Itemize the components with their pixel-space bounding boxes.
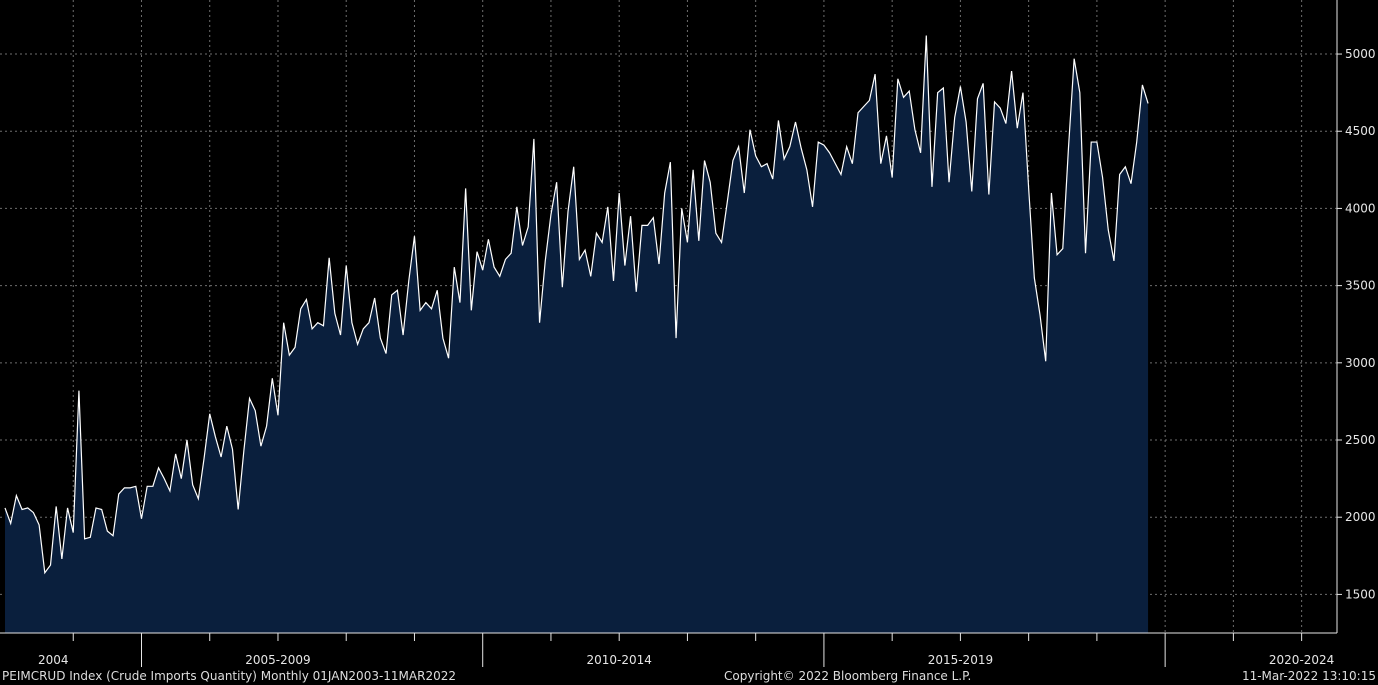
y-tick-label: 3500	[1345, 279, 1376, 293]
footer-index-info: PEIMCRUD Index (Crude Imports Quantity) …	[2, 669, 456, 683]
y-tick-label: 3000	[1345, 356, 1376, 370]
y-tick-label: 5000	[1345, 47, 1376, 61]
x-tick-label: 2005-2009	[245, 653, 310, 667]
y-tick-label: 2000	[1345, 510, 1376, 524]
area-fill	[5, 35, 1149, 633]
axes	[0, 0, 1338, 634]
x-axis-ticks: 2004 2005-2009 2010-2014 2015-2019 2020-2024	[38, 633, 1334, 667]
footer-timestamp: 11-Mar-2022 13:10:15	[1241, 669, 1376, 683]
y-tick-label: 4000	[1345, 201, 1376, 215]
y-tick-label: 1500	[1345, 587, 1376, 601]
footer: PEIMCRUD Index (Crude Imports Quantity) …	[0, 668, 1378, 685]
y-tick-label: 2500	[1345, 433, 1376, 447]
footer-copyright: Copyright© 2022 Bloomberg Finance L.P.	[724, 669, 972, 683]
x-tick-label: 2010-2014	[586, 653, 651, 667]
y-axis-ticks: 1500 2000 2500 3000 3500 4000 4500 5000	[1337, 47, 1376, 601]
series-line	[4, 35, 1149, 575]
y-tick-label: 4500	[1345, 124, 1376, 138]
x-tick-label: 2015-2019	[928, 653, 993, 667]
x-tick-label: 2004	[38, 653, 69, 667]
x-tick-label: 2020-2024	[1269, 653, 1334, 667]
